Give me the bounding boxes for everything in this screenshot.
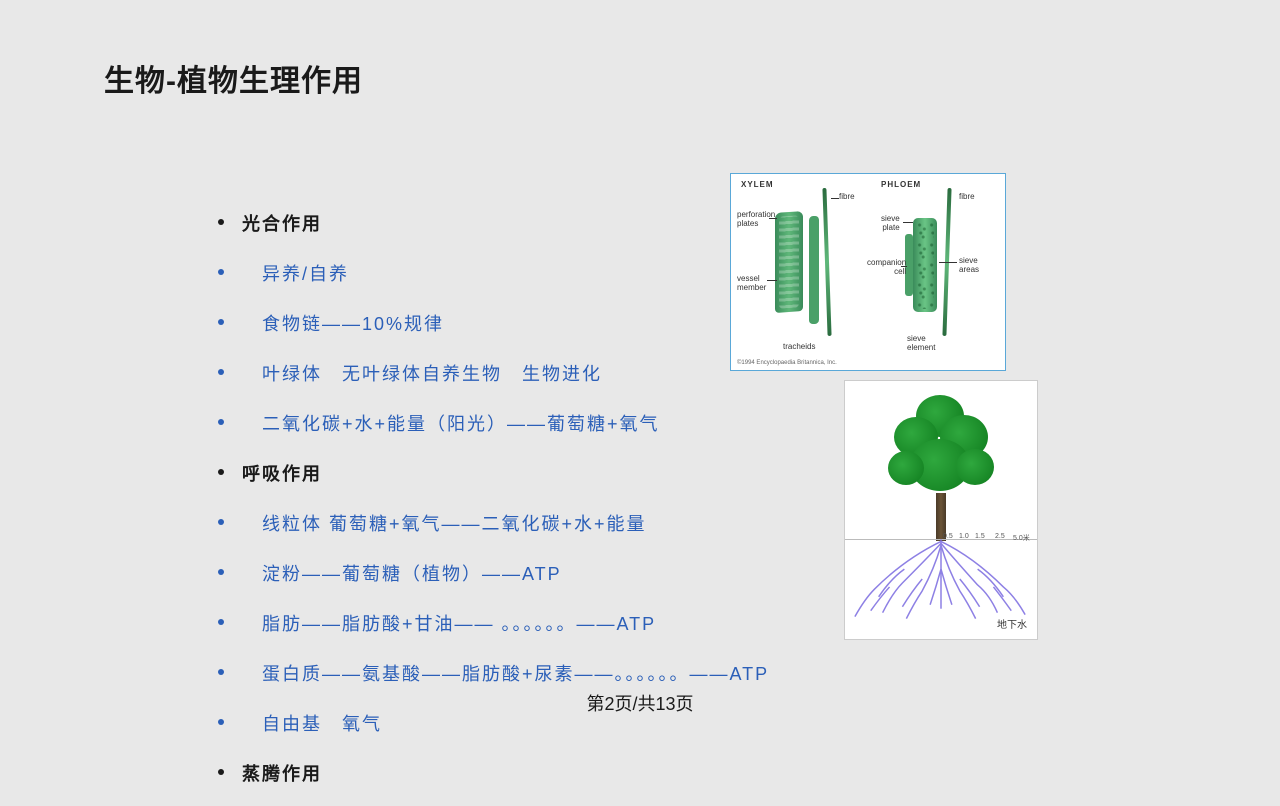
bullet-icon [218,669,224,675]
list-item-text: 食物链——10%规律 [262,310,444,336]
label-perforation-plates: perforation plates [737,210,775,228]
list-item: 二氧化碳+水+能量（阳光）——葡萄糖+氧气 [218,410,778,436]
list-item-text: 呼吸作用 [242,460,322,486]
phloem-companion-shape [905,234,913,296]
page-indicator: 第2页/共13页 [586,690,693,716]
list-item-text: 线粒体 葡萄糖+氧气——二氧化碳+水+能量 [262,510,647,536]
bullet-list: 光合作用异养/自养食物链——10%规律叶绿体 无叶绿体自养生物 生物进化二氧化碳… [218,210,778,806]
list-item-text: 脂肪——脂肪酸+甘油—— 。。。。。。——ATP [262,610,656,636]
label-fibre-left: fibre [839,192,855,201]
label-fibre-right: fibre [959,192,975,201]
label-sieve-element: sieve element [907,334,935,352]
bullet-icon [218,219,224,225]
list-item-text: 叶绿体 无叶绿体自养生物 生物进化 [262,360,602,386]
list-item-text: 蛋白质——氨基酸——脂肪酸+尿素——。。。。。。——ATP [262,660,769,686]
tree-crown [886,391,996,501]
xylem-tracheid-shape [809,216,819,325]
label-sieve-areas: sieve areas [959,256,979,274]
list-item-text: 淀粉——葡萄糖（植物）——ATP [262,560,562,586]
bullet-icon [218,269,224,275]
xylem-title: XYLEM [741,180,774,189]
label-companion-cell: companion cell [867,258,906,276]
xylem-phloem-diagram: XYLEM PHLOEM perforation plates vessel m… [730,173,1006,371]
page-title: 生物-植物生理作用 [104,56,363,100]
list-item: 淀粉——葡萄糖（植物）——ATP [218,560,778,586]
bullet-icon [218,469,224,475]
list-item: 光合作用 [218,210,778,236]
list-item: 蒸腾作用 [218,760,778,782]
scale-tick: 0.5 [943,533,953,540]
scale-tick: 2.5 [995,533,1005,540]
groundwater-label: 地下水 [997,616,1027,631]
bullet-icon [218,769,224,775]
list-item-text: 光合作用 [242,210,322,236]
list-item-text: 自由基 氧气 [262,710,382,736]
label-tracheids: tracheids [783,342,815,351]
list-item-text: 异养/自养 [262,260,349,286]
phloem-sieve-shape [913,218,937,312]
bullet-icon [218,319,224,325]
bullet-icon [218,519,224,525]
tree-roots [845,539,1037,625]
label-sieve-plate: sieve plate [881,214,900,232]
tree-roots-diagram: 0.5 1.0 1.5 2.5 5.0米 地下水 [844,380,1038,640]
list-item: 脂肪——脂肪酸+甘油—— 。。。。。。——ATP [218,610,778,636]
list-item: 蛋白质——氨基酸——脂肪酸+尿素——。。。。。。——ATP [218,660,778,686]
scale-tick: 5.0米 [1013,533,1030,543]
xylem-vessel-shape [775,211,803,313]
bullet-icon [218,619,224,625]
list-item-text: 二氧化碳+水+能量（阳光）——葡萄糖+氧气 [262,410,660,436]
label-vessel-member: vessel member [737,274,766,292]
list-item-text: 蒸腾作用 [242,760,322,782]
list-item: 呼吸作用 [218,460,778,486]
list-item: 异养/自养 [218,260,778,286]
xylem-fibre-shape [822,188,831,336]
bullet-icon [218,569,224,575]
list-item: 食物链——10%规律 [218,310,778,336]
bullet-icon [218,419,224,425]
scale-tick: 1.0 [959,533,969,540]
list-item: 自由基 氧气 [218,710,778,736]
bullet-icon [218,369,224,375]
diagram-copyright: ©1994 Encyclopaedia Britannica, Inc. [737,360,837,366]
list-item: 线粒体 葡萄糖+氧气——二氧化碳+水+能量 [218,510,778,536]
scale-tick: 1.5 [975,533,985,540]
list-item: 叶绿体 无叶绿体自养生物 生物进化 [218,360,778,386]
phloem-title: PHLOEM [881,180,921,189]
